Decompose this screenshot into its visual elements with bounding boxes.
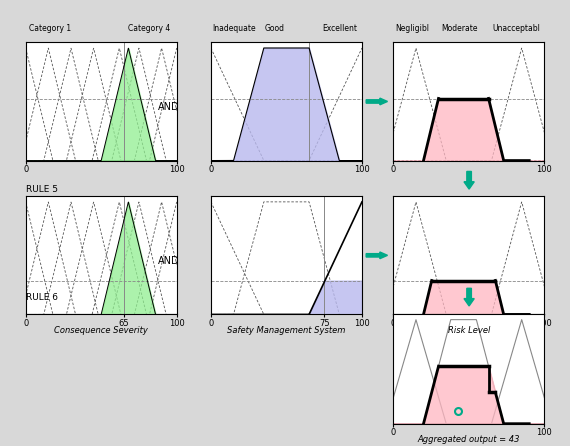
- Text: Category 4: Category 4: [128, 24, 170, 33]
- Text: Moderate: Moderate: [442, 24, 478, 33]
- Text: Aggregated output = 43: Aggregated output = 43: [418, 435, 520, 444]
- Text: AND: AND: [158, 103, 180, 112]
- FancyArrow shape: [366, 252, 388, 259]
- Text: Risk Level: Risk Level: [447, 326, 490, 334]
- Text: Good: Good: [264, 24, 284, 33]
- Text: Excellent: Excellent: [323, 24, 357, 33]
- Text: AND: AND: [158, 256, 180, 266]
- Text: Unacceptabl: Unacceptabl: [492, 24, 540, 33]
- FancyArrow shape: [464, 288, 474, 306]
- Text: Inadequate: Inadequate: [213, 24, 256, 33]
- Text: Safety Management System: Safety Management System: [227, 326, 345, 334]
- FancyArrow shape: [366, 98, 388, 105]
- Text: RULE 5: RULE 5: [26, 185, 58, 194]
- Text: Category 1: Category 1: [28, 24, 71, 33]
- Text: Negligibl: Negligibl: [395, 24, 429, 33]
- Text: Consequence Severity: Consequence Severity: [54, 326, 148, 334]
- FancyArrow shape: [464, 171, 474, 189]
- Text: RULE 6: RULE 6: [26, 293, 58, 302]
